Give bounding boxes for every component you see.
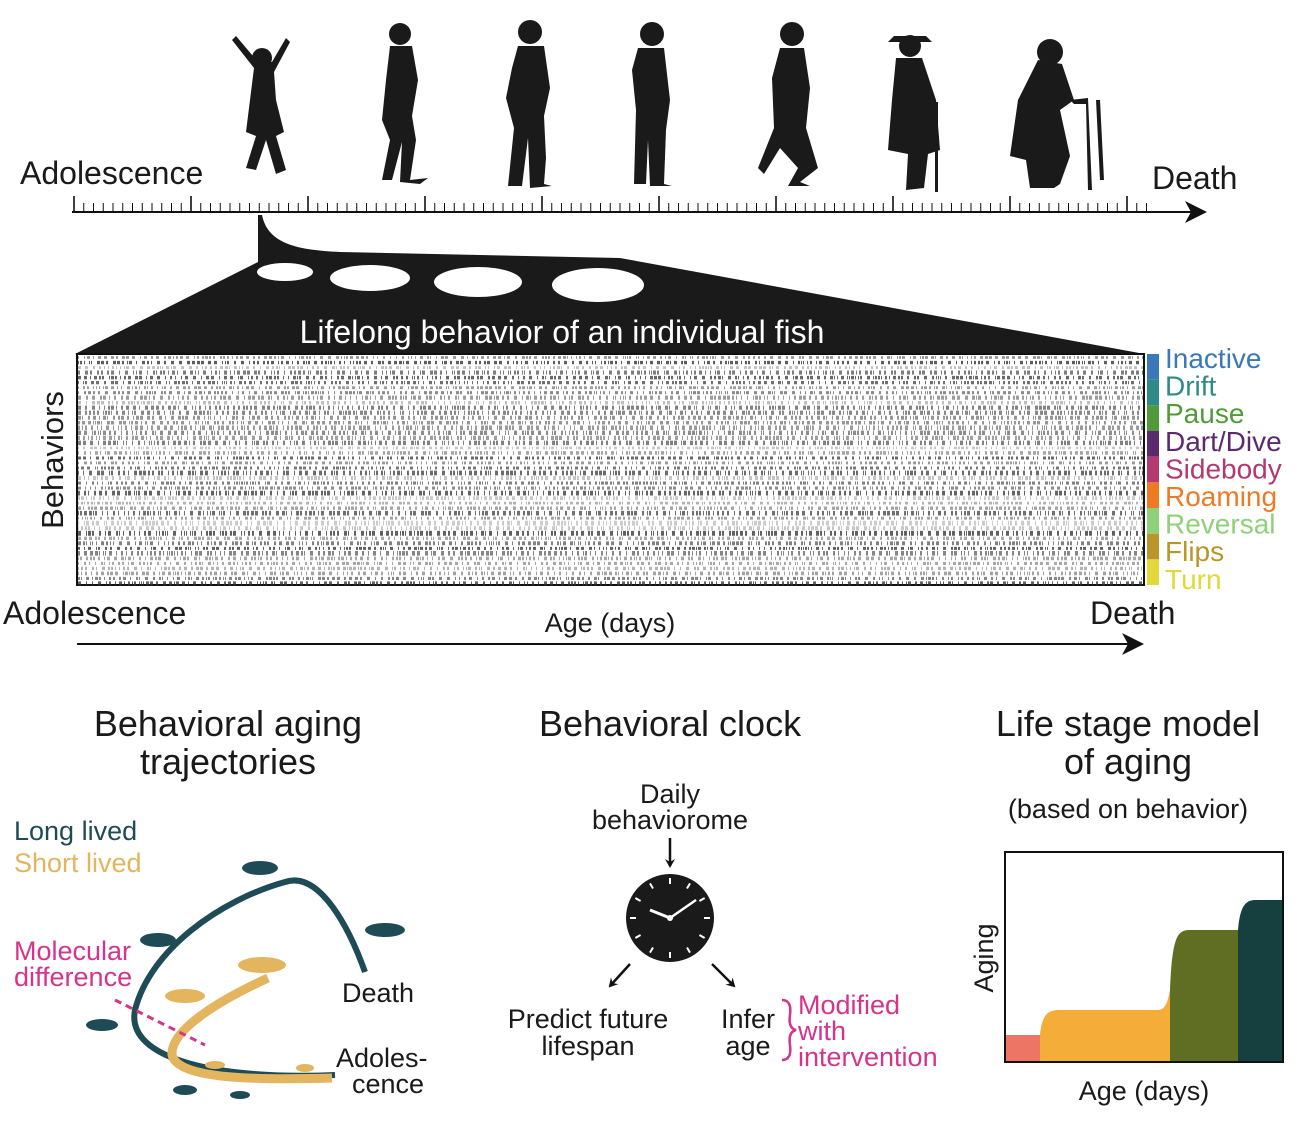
predict-label: Predict future — [508, 1004, 669, 1034]
heatmap-x-start: Adolescence — [3, 595, 186, 631]
traj-adolescence: Adoles- — [336, 1043, 428, 1073]
clock-tick — [686, 946, 691, 954]
stage-areas — [1005, 900, 1283, 1062]
stage-title: Life stage model — [996, 703, 1260, 744]
traj-title: Behavioral aging — [94, 703, 362, 744]
infer-label: Infer — [721, 1004, 775, 1034]
stage-x-label: Age (days) — [1079, 1076, 1210, 1106]
timeline-start: Adolescence — [20, 155, 203, 191]
modified-label: with — [797, 1016, 846, 1046]
stage-y-label: Aging — [969, 923, 999, 992]
clock — [626, 874, 714, 962]
heatmap-x-label: Age (days) — [545, 608, 676, 638]
heatmap-y-label: Behaviors — [35, 391, 70, 529]
long-lived-trajectory — [131, 877, 368, 1079]
traj-title: trajectories — [140, 741, 316, 782]
legend-swatch — [1147, 431, 1159, 457]
fish-short — [165, 957, 314, 1072]
timeline-end: Death — [1152, 160, 1237, 196]
stage-title: of aging — [1064, 741, 1192, 782]
clock-tick — [634, 934, 642, 939]
legend-swatch — [1147, 482, 1159, 508]
legend-swatch — [1147, 405, 1159, 431]
clock-input: Daily — [640, 779, 701, 809]
molecular-label: difference — [14, 962, 132, 992]
clock-title: Behavioral clock — [539, 703, 802, 744]
legend-label: Inactive — [1165, 343, 1262, 374]
timeline-ticks — [73, 196, 1147, 212]
legend-swatch — [1147, 508, 1159, 534]
fish-long — [86, 861, 405, 1099]
clock-tick — [698, 934, 706, 939]
legend-label: Pause — [1165, 398, 1244, 429]
traj-death: Death — [342, 978, 414, 1008]
predict-label: lifespan — [541, 1031, 634, 1061]
heatmap — [78, 356, 1143, 586]
legend-short: Short lived — [14, 848, 142, 878]
heatmap-x-end: Death — [1090, 595, 1175, 631]
legend-swatch — [1147, 379, 1159, 406]
stage-frame — [1004, 851, 1284, 1063]
clock-tick — [649, 882, 654, 890]
traj-adolescence: cence — [352, 1069, 424, 1099]
infer-label: age — [725, 1031, 770, 1061]
legend-label: Dart/Dive — [1165, 426, 1282, 457]
legend-label: Sidebody — [1165, 453, 1282, 484]
legend-label: Reversal — [1165, 509, 1275, 540]
arrow — [608, 963, 631, 988]
modified-label: intervention — [798, 1042, 938, 1072]
clock-input: behaviorome — [592, 805, 748, 835]
legend-swatch — [1147, 456, 1159, 483]
heatmap-title: Lifelong behavior of an individual fish — [300, 314, 825, 350]
clock-tick — [686, 882, 691, 890]
arrow — [711, 963, 736, 988]
fish-icons — [257, 263, 644, 302]
molecular-line — [114, 998, 206, 1047]
legend-label: Roaming — [1165, 481, 1277, 512]
clock-tick — [698, 897, 706, 902]
brace — [781, 998, 797, 1062]
behavior-legend: InactiveDriftPauseDart/DiveSidebodyRoami… — [1147, 343, 1282, 595]
legend-label: Flips — [1165, 536, 1224, 567]
legend-swatch — [1147, 533, 1159, 560]
legend-swatch — [1147, 354, 1159, 380]
stage-subtitle: (based on behavior) — [1008, 794, 1248, 824]
silhouettes — [232, 20, 1104, 192]
legend-label: Drift — [1165, 371, 1217, 402]
modified-label: Modified — [798, 990, 900, 1020]
short-lived-trajectory — [167, 973, 333, 1084]
clock-tick — [634, 897, 642, 902]
clock-tick — [649, 946, 654, 954]
legend-label: Turn — [1165, 564, 1222, 595]
legend-long: Long lived — [14, 816, 137, 846]
legend-swatch — [1147, 559, 1159, 585]
molecular-label: Molecular — [14, 936, 131, 966]
